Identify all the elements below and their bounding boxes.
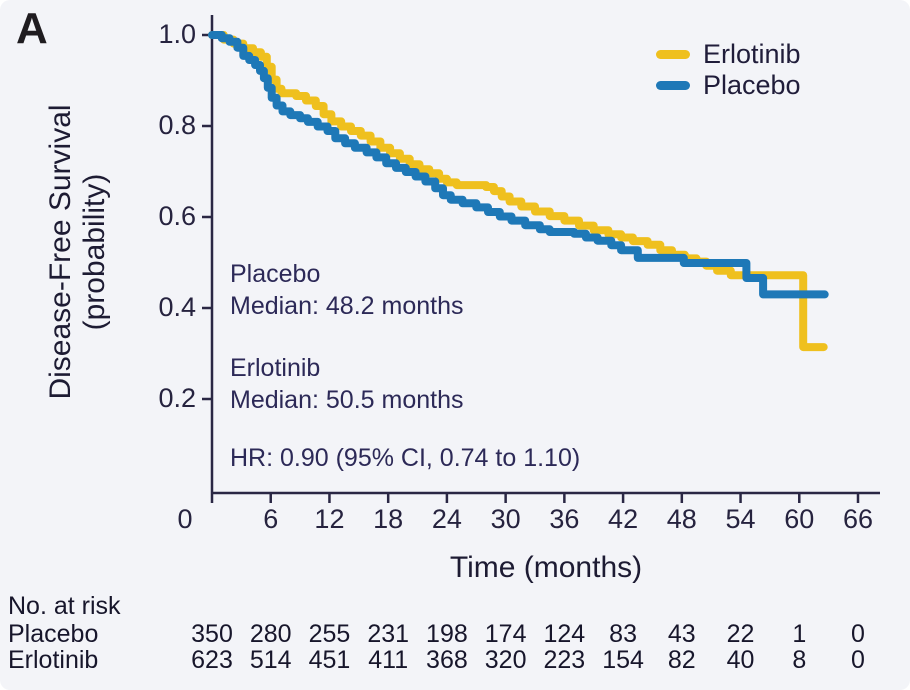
erlotinib-annotation-median: Median: 50.5 months [230,386,464,414]
axis-lines [202,15,880,503]
at-risk-title: No. at risk [8,592,121,620]
x-tick-label: 36 [549,504,580,534]
at-risk-count: 255 [308,620,351,648]
erlotinib-median-annotation: Erlotinib Median: 50.5 months [230,352,463,416]
at-risk-count: 320 [484,646,527,674]
legend-label-erlotinib: Erlotinib [703,39,801,69]
at-risk-count: 1 [792,620,807,648]
y-axis-label: Disease-Free Survival (probability) [44,104,112,399]
at-risk-row-label-placebo: Placebo [8,620,99,648]
x-tick-label: 42 [608,504,639,534]
at-risk-count: 223 [543,646,586,674]
at-risk-count: 198 [426,620,468,648]
legend-item-erlotinib: Erlotinib [656,39,801,70]
y-axis-label-line2: (probability) [78,173,111,331]
at-risk-count: 0 [851,646,865,674]
x-tick-label: 60 [784,504,815,534]
legend: Erlotinib Placebo [656,39,801,101]
at-risk-count: 82 [667,646,696,674]
erlotinib-annotation-name: Erlotinib [230,354,321,382]
at-risk-count: 174 [484,620,527,648]
x-axis-title: Time (months) [449,551,643,584]
x-tick-label: 66 [842,504,874,534]
y-tick-label: 0.4 [158,292,196,322]
at-risk-count: 43 [667,620,696,648]
x-tick-label: 12 [314,504,345,534]
at-risk-count: 154 [602,646,644,674]
placebo-annotation-median: Median: 48.2 months [230,292,464,320]
at-risk-count: 514 [249,646,292,674]
y-tick-label: 0.8 [158,110,196,140]
at-risk-count: 83 [609,620,637,648]
at-risk-count: 623 [191,646,233,674]
y-tick-label: 0.2 [158,383,196,413]
legend-label-placebo: Placebo [703,70,801,100]
x-tick-label: 48 [666,504,697,534]
y-tick-label: 1.0 [158,19,196,49]
erlotinib-color-swatch [656,50,690,59]
placebo-curve [208,31,829,299]
at-risk-count: 0 [851,620,865,648]
at-risk-count: 8 [792,646,807,674]
x-tick-label: 30 [490,504,521,534]
placebo-median-annotation: Placebo Median: 48.2 months [230,258,463,322]
y-tick-label: 0.6 [158,201,196,231]
hazard-ratio-annotation: HR: 0.90 (95% CI, 0.74 to 1.10) [230,444,581,472]
x-tick-label: 24 [431,504,462,534]
panel-label: A [16,4,48,53]
at-risk-count: 231 [367,620,410,648]
at-risk-count: 451 [308,646,351,674]
at-risk-count: 124 [543,620,586,648]
at-risk-count: 40 [726,646,755,674]
x-tick-label: 6 [263,504,279,534]
at-risk-count: 411 [368,646,409,674]
x-tick-label: 18 [373,504,404,534]
placebo-color-swatch [656,81,690,90]
x-tick-label: 0 [177,504,193,534]
at-risk-count: 350 [191,620,233,648]
y-axis-label-line1: Disease-Free Survival [44,104,77,400]
legend-item-placebo: Placebo [656,70,801,101]
at-risk-count: 368 [426,646,468,674]
erlotinib-curve [208,31,828,352]
x-tick-label: 54 [725,504,756,534]
at-risk-count: 280 [249,620,292,648]
placebo-annotation-name: Placebo [230,260,321,288]
at-risk-row-label-erlotinib: Erlotinib [8,646,99,674]
at-risk-count: 22 [726,620,755,648]
